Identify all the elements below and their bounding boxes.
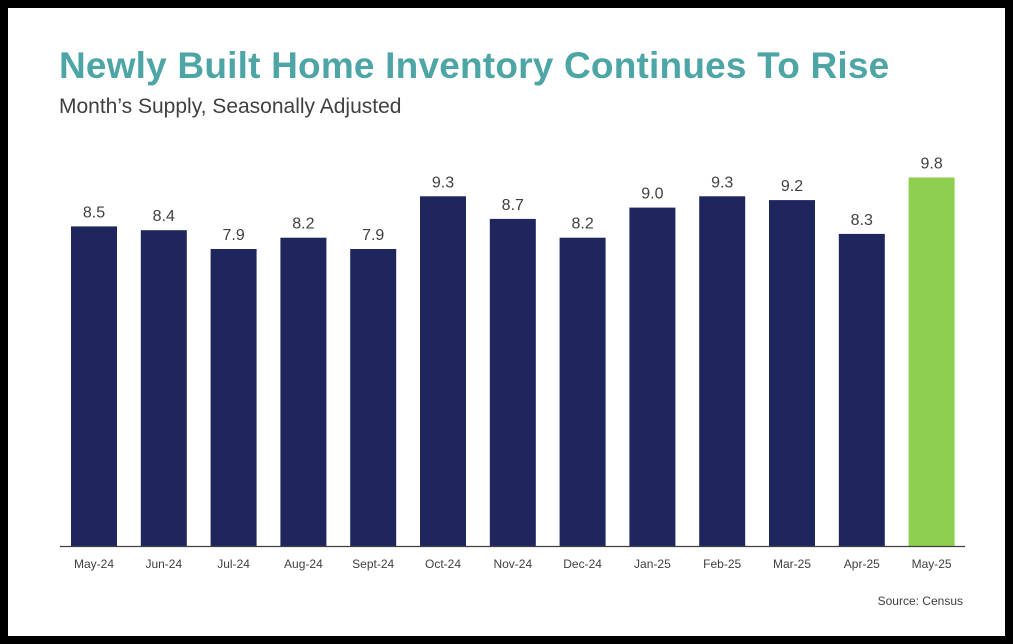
bar-may-25	[908, 177, 955, 546]
value-label: 8.7	[502, 197, 524, 214]
x-tick-label: Feb-25	[703, 557, 741, 571]
bar-jan-25	[629, 207, 676, 546]
bar-jun-24	[140, 230, 187, 546]
x-tick-label: Jun-24	[145, 557, 182, 571]
value-label: 8.5	[83, 204, 105, 221]
x-tick-label: Jan-25	[634, 557, 671, 571]
bar-dec-24	[559, 237, 606, 546]
value-label: 9.0	[641, 186, 663, 203]
x-tick-label: Nov-24	[493, 557, 532, 571]
value-label: 8.4	[153, 208, 175, 225]
bar-jul-24	[210, 249, 257, 546]
value-label: 9.8	[920, 156, 942, 173]
x-tick-label: Dec-24	[563, 557, 602, 571]
bar-mar-25	[769, 200, 815, 546]
x-tick-label: Jul-24	[217, 557, 250, 571]
value-label: 7.9	[222, 227, 244, 244]
bar-sept-24	[350, 249, 397, 546]
bar-nov-24	[489, 218, 536, 546]
bar-chart: 8.5 May-24 8.4 Jun-24 7.9 Jul-24 8.2 Aug-24 7.9 S…	[60, 156, 965, 571]
chart-title: Newly Built Home Inventory Continues To …	[59, 45, 890, 86]
x-tick-label: Apr-25	[844, 557, 880, 571]
value-label: 9.3	[711, 174, 733, 191]
chart-card: Newly Built Home Inventory Continues To …	[8, 8, 1005, 636]
x-tick-label: May-25	[912, 557, 952, 571]
x-tick-label: Mar-25	[773, 557, 811, 571]
value-label: 9.3	[432, 174, 454, 191]
value-label: 8.3	[851, 212, 873, 229]
bar-may-24	[71, 226, 117, 546]
x-tick-label: Aug-24	[284, 557, 323, 571]
bar-aug-24	[280, 237, 327, 546]
bar-feb-25	[699, 196, 746, 547]
value-label: 8.2	[571, 216, 593, 233]
x-tick-label: May-24	[74, 557, 114, 571]
x-tick-label: Oct-24	[425, 557, 461, 571]
source-note: Source: Census	[877, 594, 963, 608]
chart-subtitle: Month’s Supply, Seasonally Adjusted	[59, 95, 402, 118]
bar-apr-25	[838, 233, 885, 546]
value-label: 9.2	[781, 178, 803, 195]
value-label: 8.2	[292, 216, 314, 233]
value-label: 7.9	[362, 227, 384, 244]
x-tick-label: Sept-24	[352, 557, 394, 571]
bar-oct-24	[420, 196, 466, 547]
